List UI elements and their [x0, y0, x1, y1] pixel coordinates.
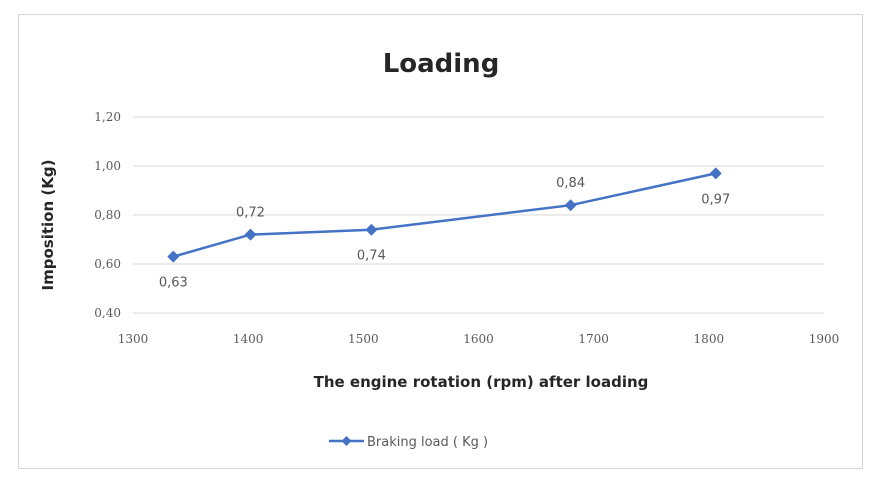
- y-tick-label: 0,40: [94, 306, 121, 320]
- data-point-marker: [244, 228, 257, 241]
- x-axis-title: The engine rotation (rpm) after loading: [314, 373, 649, 391]
- chart-svg: Loading 1,20 1,00 0,80 0,60 0,40 1300 1400 150…: [39, 49, 840, 450]
- legend-marker: [341, 436, 352, 446]
- x-tick-label: 1800: [694, 332, 725, 346]
- y-tick-label: 0,60: [94, 257, 121, 271]
- chart-title: Loading: [383, 49, 500, 79]
- data-label: 0,97: [701, 192, 730, 207]
- data-labels: 0,63 0,72 0,74 0,84 0,97: [159, 176, 730, 290]
- x-axis-ticks: 1300 1400 1500 1600 1700 1800 1900: [118, 332, 840, 346]
- legend-label: Braking load ( Kg ): [367, 435, 488, 450]
- gridlines: [133, 116, 824, 314]
- data-point-marker: [709, 167, 722, 180]
- x-tick-label: 1700: [578, 332, 609, 346]
- data-label: 0,84: [556, 176, 585, 191]
- data-point-marker: [167, 250, 180, 263]
- y-axis-ticks: 1,20 1,00 0,80 0,60 0,40: [94, 110, 121, 320]
- chart-area: Loading 1,20 1,00 0,80 0,60 0,40 1300 1400 150…: [18, 14, 863, 469]
- data-label: 0,63: [159, 276, 188, 291]
- data-point-marker: [564, 199, 577, 212]
- y-tick-label: 0,80: [94, 208, 121, 222]
- series-braking-load: [167, 167, 722, 263]
- data-label: 0,74: [357, 249, 386, 264]
- data-point-marker: [365, 223, 378, 236]
- data-label: 0,72: [236, 206, 265, 221]
- x-tick-label: 1400: [233, 332, 264, 346]
- legend: Braking load ( Kg ): [329, 435, 488, 450]
- x-tick-label: 1500: [348, 332, 379, 346]
- y-tick-label: 1,20: [94, 110, 121, 124]
- x-tick-label: 1300: [118, 332, 149, 346]
- y-axis-title: Imposition (Kg): [39, 160, 57, 291]
- y-tick-label: 1,00: [94, 159, 121, 173]
- x-tick-label: 1600: [463, 332, 494, 346]
- x-tick-label: 1900: [809, 332, 840, 346]
